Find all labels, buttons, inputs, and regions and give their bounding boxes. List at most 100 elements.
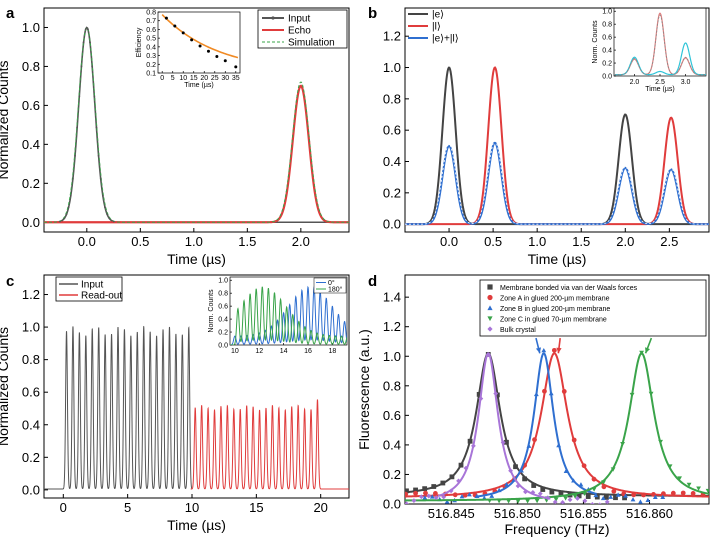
panel-c-inset-series-1: [230, 286, 347, 345]
panel-d-ytick-label: 0.0: [383, 497, 401, 512]
panel-a-input-marker: [80, 65, 83, 68]
panel-a-input-marker: [74, 154, 76, 157]
panel-d-series-0-point: [540, 487, 546, 492]
panel-d-series-0-point: [449, 474, 455, 480]
panel-a-inset-ytick-label: 0.8: [146, 10, 156, 17]
panel-b-inset-ytick-label: 0.4: [602, 48, 612, 55]
panel-a-input-marker: [61, 219, 64, 222]
panel-d-series-1-point: [611, 488, 617, 494]
panel-d-annotation-arrowhead-0: [535, 347, 542, 354]
panel-d-series-4-point: [478, 396, 484, 401]
panel-d-legend-marker-3: [487, 316, 493, 322]
panel-c-inset-series-0: [230, 285, 347, 345]
panel-a-input-marker: [67, 206, 70, 209]
panel-d-series-2-point: [504, 481, 510, 487]
panel-a-xtick-label: 0.5: [131, 234, 149, 249]
panel-a-input-marker: [84, 28, 87, 31]
panel-a-input-marker: [69, 194, 72, 197]
panel-d-series-2-point: [548, 390, 554, 396]
panel-d-axes-frame: [404, 274, 710, 505]
panel-d-series-2-point: [600, 495, 606, 501]
panel-d-series-0-point: [604, 495, 609, 500]
panel-b-sim-overlay: [405, 140, 709, 225]
panel-a-input-marker: [76, 126, 79, 129]
panel-d-series-4-point: [485, 352, 491, 358]
panel-d-series-3-point: [553, 497, 559, 502]
panel-d-series-2-point: [429, 494, 435, 499]
panel-c-axes-frame: [43, 274, 350, 499]
panel-a-inset-point: [173, 24, 177, 28]
panel-d-series-1-point: [542, 388, 547, 394]
panel-d-series-1-point: [413, 490, 418, 496]
panel-a-inset-xtick-label: 5: [171, 75, 175, 82]
panel-a-legend-label-0: Input: [288, 14, 310, 25]
panel-d-series-1-point: [601, 484, 607, 490]
panel-d-legend-marker-2: [487, 305, 493, 311]
panel-c-ytick-label: 0.0: [22, 482, 40, 497]
panel-d-series-4-point: [500, 440, 506, 445]
panel-d-series-0-point: [458, 462, 464, 468]
panel-b-legend-label-2: |e⟩+|l⟩: [432, 34, 459, 45]
panel-b-xtick-label: 2.5: [660, 234, 678, 249]
panel-a-x-axis-label: Time (µs): [167, 251, 226, 267]
panel-c-inset-axes-frame: [229, 276, 348, 346]
panel-d-series-0-point: [558, 491, 564, 497]
panel-a-input-marker: [89, 41, 91, 44]
panel-d-series-1-point: [690, 491, 696, 496]
panel-a-legend-marker: [271, 16, 275, 20]
panel-d-legend-label-4: Bulk crystal: [500, 327, 536, 334]
panel-b-label: b: [368, 5, 377, 22]
panel-d-series-1-point: [680, 490, 686, 496]
panel-d-series-1-point: [571, 437, 577, 443]
panel-c-inset-xtick-label: 18: [328, 348, 336, 355]
panel-d-series-4-point: [471, 443, 476, 449]
panel-d-series-2-point: [623, 493, 628, 498]
panel-a-inset-xtick-label: 35: [232, 75, 240, 82]
panel-b-inset-plot: [614, 12, 706, 76]
panel-d-series-4-point: [433, 495, 439, 501]
panel-d-series-0-point: [613, 495, 618, 501]
panel-d-series-3-point: [525, 499, 530, 504]
panel-d-series-1-point: [561, 389, 567, 394]
panel-d-series-3-point: [696, 486, 701, 491]
panel-d-series-2-point: [519, 468, 524, 473]
panel-a-inset-fit-line: [161, 14, 239, 59]
panel-d-x-axis-label: Frequency (THz): [504, 521, 609, 537]
panel-d-series-2-point: [563, 468, 569, 474]
panel-c-inset-xtick-label: 10: [231, 348, 239, 355]
panel-a-input-marker: [101, 194, 104, 197]
panel-c-xtick-label: 5: [124, 500, 131, 515]
panel-c-inset-xtick-label: 12: [255, 348, 263, 355]
panel-d-ytick-label: 0.6: [383, 408, 401, 423]
panel-d-legend-marker-1: [487, 294, 493, 301]
panel-d-series-3-point: [582, 491, 587, 496]
panel-b-ytick-label: 0.8: [383, 91, 401, 106]
panel-c-label: c: [6, 273, 14, 290]
panel-d-series-3-point: [667, 464, 673, 469]
panel-b-inset-series-2: [614, 14, 706, 76]
panel-a-input-marker: [93, 95, 96, 98]
panel-b-ytick-label: 1.2: [383, 29, 401, 44]
panel-d-series-0-point: [476, 391, 482, 397]
panel-d-series-3-point: [506, 499, 511, 504]
panel-a-y-axis-label: Normalized Counts: [0, 60, 11, 179]
panel-a-input-marker: [91, 65, 94, 68]
panel-d-series-2-fit: [477, 352, 597, 498]
panel-d-series-2-point: [608, 494, 614, 499]
panel-d-series-1-point: [661, 491, 666, 497]
panel-a-legend-label-1: Echo: [288, 26, 311, 37]
panel-d-series-4-point: [537, 491, 543, 497]
panel-a-inset-point: [181, 31, 185, 35]
panel-d-series-4-point: [545, 495, 551, 501]
panel-d-series-4-point: [441, 494, 447, 500]
panel-d-series-3-fit: [405, 352, 709, 502]
panel-c-legend-frame: [55, 276, 123, 302]
panel-b-ytick-label: 0.6: [383, 123, 401, 138]
panel-d-series-3-point: [610, 467, 616, 472]
panel-a-inset-xtick-label: 20: [200, 75, 208, 82]
panel-c-xtick-label: 20: [313, 500, 327, 515]
panel-a-input-marker: [63, 217, 66, 220]
panel-d-series-2-point: [444, 499, 450, 504]
panel-d-series-1-point: [532, 437, 537, 443]
